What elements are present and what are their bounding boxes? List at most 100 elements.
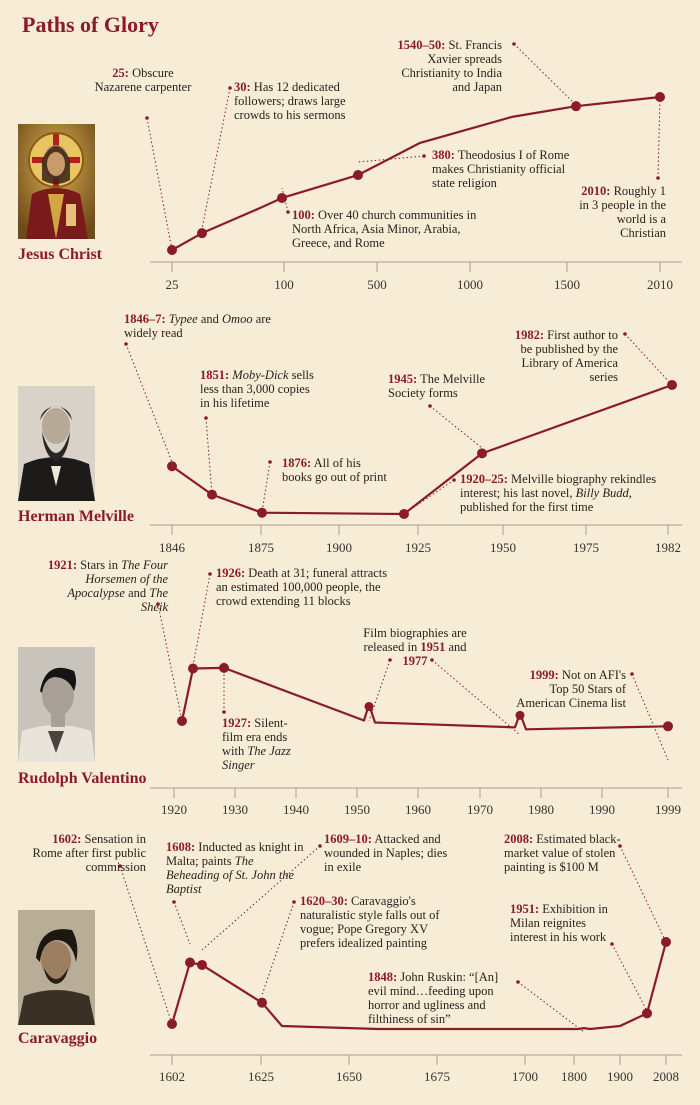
annotation-valentino-1927: 1927: Silent-film era ends with The Jazz… bbox=[222, 716, 291, 772]
x-tick-label: 500 bbox=[367, 277, 387, 292]
annotation-caravaggio-1608: 1608: Inducted as knight in Malta; paint… bbox=[166, 840, 304, 896]
x-tick-label: 1982 bbox=[655, 540, 681, 555]
x-tick-label: 1900 bbox=[326, 540, 352, 555]
leader-line bbox=[261, 461, 271, 513]
x-tick-label: 1960 bbox=[405, 802, 431, 817]
leader-dot bbox=[630, 672, 634, 676]
leader-dot bbox=[124, 342, 128, 346]
x-tick-label: 1875 bbox=[248, 540, 274, 555]
leader-line bbox=[261, 901, 295, 996]
leader-dot bbox=[268, 460, 272, 464]
leader-dot bbox=[422, 154, 426, 158]
leader-line bbox=[368, 659, 391, 722]
leader-dot bbox=[118, 864, 122, 868]
leader-line bbox=[431, 659, 521, 736]
x-tick-label: 1990 bbox=[589, 802, 615, 817]
x-tick-label: 1846 bbox=[159, 540, 186, 555]
x-tick-label: 1700 bbox=[512, 1069, 538, 1084]
data-point bbox=[655, 92, 665, 102]
x-tick-label: 1980 bbox=[528, 802, 554, 817]
x-tick-label: 1625 bbox=[248, 1069, 274, 1084]
data-point bbox=[177, 716, 187, 726]
annotation-caravaggio-1951: 1951: Exhibition in Milan reignites inte… bbox=[510, 902, 608, 944]
leader-dot bbox=[228, 86, 232, 90]
leader-dot bbox=[428, 404, 432, 408]
leader-line bbox=[119, 865, 173, 1025]
leader-line bbox=[173, 901, 191, 945]
data-point bbox=[477, 448, 487, 459]
annotation-caravaggio-2008: 2008: Estimated black-market value of st… bbox=[504, 832, 621, 874]
leader-line bbox=[205, 417, 213, 496]
portrait-melville-icon bbox=[18, 386, 95, 501]
leader-line bbox=[517, 981, 585, 1033]
panel-valentino: Rudolph Valentino 1920 1930 1940 1950 1960 19… bbox=[18, 558, 682, 817]
annotation-valentino-1921: 1921: Stars in The Four Horsemen of the … bbox=[47, 558, 168, 614]
leader-line bbox=[429, 405, 483, 449]
annotation-melville-1920: 1920–25: Melville biography rekindles in… bbox=[460, 472, 657, 514]
person-name-valentino: Rudolph Valentino bbox=[18, 770, 147, 787]
x-tick-label: 25 bbox=[166, 277, 179, 292]
data-point bbox=[219, 662, 229, 673]
x-tick-label: 1950 bbox=[490, 540, 516, 555]
leader-dot bbox=[618, 844, 622, 848]
annotation-jesus-25: 25: Obscure Nazarene carpenter bbox=[94, 66, 192, 94]
leader-dot bbox=[286, 210, 290, 214]
leader-dot bbox=[204, 416, 208, 420]
leader-dot bbox=[172, 900, 176, 904]
annotation-valentino-films: Film biographies are released in 1951 an… bbox=[363, 626, 467, 668]
leader-dot bbox=[610, 942, 614, 946]
annotation-jesus-380: 380: Theodosius I of Rome makes Christia… bbox=[432, 148, 570, 190]
x-tick-label: 1920 bbox=[161, 802, 187, 817]
annotation-jesus-100: 100: Over 40 church communities in North… bbox=[292, 208, 477, 250]
annotation-jesus-1540: 1540–50: St. Francis Xavier spreads Chri… bbox=[397, 38, 502, 94]
leader-dot bbox=[516, 980, 520, 984]
data-point bbox=[353, 170, 363, 181]
data-point bbox=[188, 663, 198, 674]
annotation-caravaggio-1602: 1602: Sensation in Rome after first publ… bbox=[32, 832, 146, 874]
series-line bbox=[180, 666, 669, 731]
annotation-caravaggio-1620: 1620–30: Caravaggio's naturalistic style… bbox=[300, 894, 440, 950]
data-point bbox=[399, 509, 409, 519]
data-point bbox=[167, 1019, 177, 1029]
leader-dot bbox=[318, 844, 322, 848]
x-tick-label: 1925 bbox=[405, 540, 431, 555]
x-tick-label: 1500 bbox=[554, 277, 580, 292]
x-tick-label: 1970 bbox=[467, 802, 493, 817]
leader-dot bbox=[623, 332, 627, 336]
annotation-valentino-1926: 1926: Death at 31; funeral attracts an e… bbox=[216, 566, 388, 608]
data-point bbox=[642, 1008, 652, 1019]
x-tick-label: 1930 bbox=[222, 802, 248, 817]
leader-dot bbox=[452, 478, 456, 482]
panel-jesus: Jesus Christ 25 100 500 1000 1500 2010 25: Ob… bbox=[0, 0, 700, 300]
x-tick-label: 1675 bbox=[424, 1069, 450, 1084]
x-tick-label: 1650 bbox=[336, 1069, 362, 1084]
data-point bbox=[257, 997, 267, 1008]
leader-dot bbox=[222, 710, 226, 714]
leader-dot bbox=[156, 602, 160, 606]
data-point bbox=[571, 101, 581, 112]
leader-dot bbox=[208, 572, 212, 576]
data-point bbox=[167, 245, 177, 255]
data-point bbox=[364, 701, 374, 711]
chart-valentino: 1920 1930 1940 1950 1960 1970 1980 1990 1999 bbox=[150, 572, 682, 817]
annotation-melville-1846: 1846–7: Typee and Omoo are widely read bbox=[124, 312, 271, 340]
leader-line bbox=[619, 845, 667, 943]
annotation-jesus-2010: 2010: Roughly 1 in 3 people in the world… bbox=[579, 184, 666, 240]
annotation-melville-1945: 1945: The Melville Society forms bbox=[388, 372, 485, 400]
data-point bbox=[515, 710, 525, 720]
annotation-caravaggio-1848: 1848: John Ruskin: “[An] evil mind…feedi… bbox=[368, 970, 499, 1026]
leader-line bbox=[513, 43, 577, 106]
portrait-caravaggio-icon bbox=[18, 910, 95, 1025]
x-tick-label: 1940 bbox=[283, 802, 309, 817]
data-point bbox=[667, 380, 677, 390]
data-point bbox=[197, 228, 207, 239]
x-tick-label: 1950 bbox=[344, 802, 370, 817]
annotation-valentino-1999: 1999: Not on AFI's Top 50 Stars of Ameri… bbox=[516, 668, 626, 710]
data-point bbox=[207, 489, 217, 500]
annotation-jesus-30: 30: Has 12 dedicated followers; draws la… bbox=[234, 80, 346, 122]
data-point bbox=[277, 192, 287, 203]
x-tick-label: 1000 bbox=[457, 277, 483, 292]
x-tick-label: 1900 bbox=[607, 1069, 633, 1084]
